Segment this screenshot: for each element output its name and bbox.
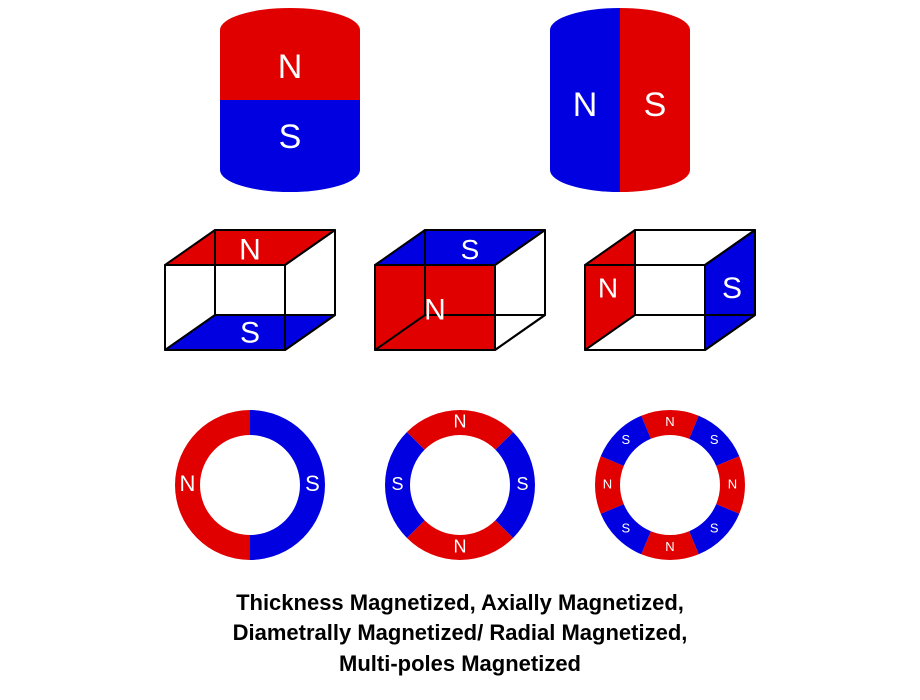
svg-text:N: N [665, 414, 674, 429]
svg-text:S: S [621, 521, 630, 536]
ring: S N S N [385, 410, 535, 560]
svg-text:S: S [621, 432, 630, 447]
svg-text:S: S [516, 474, 528, 494]
svg-text:N: N [573, 86, 598, 124]
svg-text:S: S [279, 118, 302, 156]
cylinder-axial: NS [220, 8, 360, 192]
box: NS [585, 230, 755, 350]
caption: Thickness Magnetized, Axially Magnetized… [0, 588, 920, 680]
svg-text:N: N [454, 411, 467, 431]
svg-text:N: N [603, 476, 612, 491]
svg-text:N: N [239, 233, 261, 266]
caption-line2: Diametrally Magnetized/ Radial Magnetize… [0, 618, 920, 649]
box: NS [165, 230, 335, 350]
box: NS [375, 230, 545, 350]
diagram-container: NSNSNSNSNSNSSNSNNSNSNSNS Thickness Magne… [0, 0, 920, 700]
svg-text:N: N [454, 536, 467, 556]
svg-text:N: N [665, 539, 674, 554]
ring: NS [175, 410, 325, 560]
svg-text:N: N [180, 471, 196, 496]
svg-text:N: N [278, 48, 303, 86]
svg-text:N: N [424, 293, 446, 326]
caption-line3: Multi-poles Magnetized [0, 649, 920, 680]
ring: N S N S N S N S [595, 410, 745, 560]
svg-text:S: S [710, 432, 719, 447]
svg-text:S: S [391, 474, 403, 494]
svg-text:S: S [240, 316, 260, 349]
diagram-svg: NSNSNSNSNSNSSNSNNSNSNSNS [0, 0, 920, 600]
svg-text:S: S [722, 272, 742, 305]
svg-text:S: S [461, 234, 480, 265]
svg-text:N: N [728, 476, 737, 491]
caption-line1: Thickness Magnetized, Axially Magnetized… [0, 588, 920, 619]
svg-text:N: N [598, 272, 618, 303]
svg-text:S: S [710, 521, 719, 536]
svg-text:S: S [644, 86, 667, 124]
cylinder-diametral: NS [550, 8, 690, 192]
svg-text:S: S [305, 471, 320, 496]
